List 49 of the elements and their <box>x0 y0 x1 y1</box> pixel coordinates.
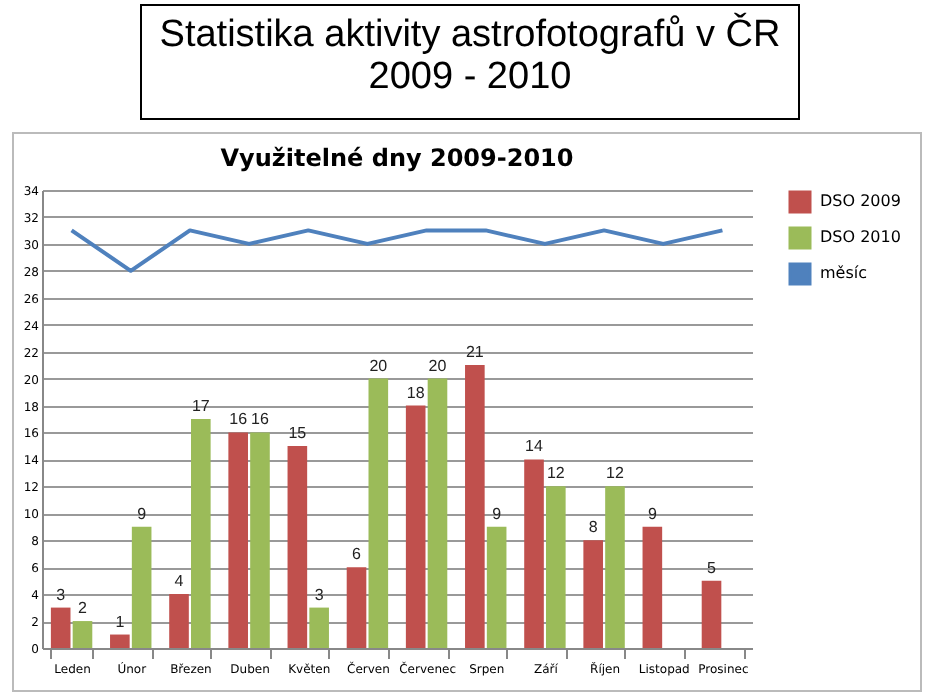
bar <box>701 580 722 648</box>
data-label: 17 <box>191 397 211 415</box>
bar <box>486 526 507 648</box>
bar <box>583 540 603 648</box>
bar <box>605 486 625 648</box>
bar <box>642 526 663 648</box>
bar <box>228 432 248 648</box>
bar <box>368 378 389 648</box>
chart-title: Statistika aktivity astrofotografů v ČR 2009 - 2010 <box>140 4 800 120</box>
bar <box>346 567 367 648</box>
bar <box>169 594 189 648</box>
data-label: 21 <box>465 343 485 362</box>
bar <box>427 378 448 648</box>
bar <box>72 621 93 648</box>
data-label: 18 <box>406 383 426 402</box>
legend-label: měsíc <box>820 264 868 282</box>
legend-label: DSO 2010 <box>820 228 901 246</box>
data-label: 2 <box>78 599 89 618</box>
bar <box>546 486 566 648</box>
data-label: 14 <box>525 437 545 456</box>
data-label: 9 <box>647 504 658 523</box>
data-label: 5 <box>707 558 718 577</box>
data-label: 15 <box>288 423 308 442</box>
bar <box>250 432 270 648</box>
bar <box>287 445 308 648</box>
bar <box>405 405 426 648</box>
data-label: 9 <box>492 504 503 523</box>
data-label: 4 <box>174 572 185 591</box>
bar <box>131 526 152 648</box>
bar <box>50 607 71 648</box>
bar <box>191 419 211 648</box>
data-label: 8 <box>588 518 599 537</box>
bar <box>524 459 544 648</box>
chart-subtitle: Využitelné dny 2009-2010 <box>220 144 574 172</box>
data-label: 6 <box>352 545 363 564</box>
data-label: 12 <box>546 464 566 483</box>
data-label: 16 <box>251 410 270 429</box>
data-label: 16 <box>229 410 249 429</box>
data-label: 3 <box>314 585 325 604</box>
bar <box>309 607 329 648</box>
legend-label: DSO 2009 <box>820 192 901 210</box>
data-label: 1 <box>115 612 126 631</box>
bar <box>110 634 130 648</box>
data-label: 12 <box>606 464 625 483</box>
data-label: 20 <box>369 356 389 375</box>
data-label: 9 <box>137 504 148 523</box>
data-label: 3 <box>56 585 67 604</box>
data-label: 20 <box>428 356 448 375</box>
bar <box>465 365 485 648</box>
